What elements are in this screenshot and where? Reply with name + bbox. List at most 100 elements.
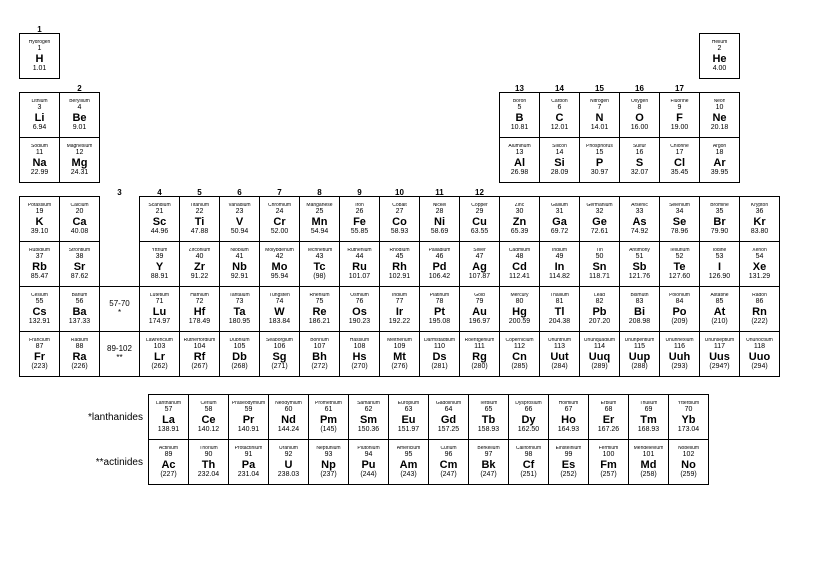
element-mass: 92.91 <box>231 273 249 281</box>
element-symbol: Db <box>232 351 247 363</box>
element-symbol: W <box>274 306 284 318</box>
element-cell: Fermium100Fm(257) <box>588 439 629 485</box>
group-label: 7 <box>259 183 300 197</box>
element-symbol: Nb <box>232 261 247 273</box>
element-cell: Palladium46Pd106.42 <box>419 241 460 287</box>
element-cell: Cobalt27Co58.93 <box>379 196 420 242</box>
element-number: 48 <box>516 253 524 261</box>
element-cell: Roentgenium111Rg(280) <box>459 331 500 377</box>
element-cell: Boron5B10.81 <box>499 92 540 138</box>
element-cell: Rhenium75Re186.21 <box>299 286 340 332</box>
element-mass: (251) <box>520 471 536 479</box>
element-mass: 32.07 <box>631 169 649 177</box>
element-symbol: Pt <box>434 306 445 318</box>
element-number: 111 <box>474 343 485 351</box>
element-number: 108 <box>354 343 366 351</box>
group-label <box>699 20 740 34</box>
element-number: 72 <box>196 298 204 306</box>
element-number: 115 <box>634 343 645 351</box>
element-cell: Nickel28Ni58.69 <box>419 196 460 242</box>
element-cell: Sodium11Na22.99 <box>19 137 60 183</box>
element-number: 60 <box>285 406 293 414</box>
element-cell: Meitnerium109Mt(276) <box>379 331 420 377</box>
element-cell: Americium95Am(243) <box>388 439 429 485</box>
element-symbol: Bi <box>634 306 645 318</box>
element-cell: Osmium76Os190.23 <box>339 286 380 332</box>
element-mass: 180.95 <box>229 318 250 326</box>
element-cell: Dubnium105Db(268) <box>219 331 260 377</box>
element-symbol: Cl <box>674 157 685 169</box>
empty-cell <box>299 33 340 79</box>
lanthanides-label: *lanthanides <box>20 395 149 440</box>
element-symbol: Ne <box>712 112 726 124</box>
element-number: 18 <box>716 149 724 157</box>
element-symbol: Dy <box>521 414 535 426</box>
group-label: 5 <box>179 183 220 197</box>
group-label: 15 <box>579 79 620 93</box>
element-mass: (98) <box>313 273 325 281</box>
element-number: 36 <box>756 208 764 216</box>
element-cell: Thallium81Tl204.38 <box>539 286 580 332</box>
element-symbol: Cf <box>523 459 535 471</box>
group-label <box>579 20 620 34</box>
group-label: 2 <box>59 79 100 93</box>
element-symbol: Sc <box>153 216 166 228</box>
element-symbol: Be <box>72 112 86 124</box>
empty-cell <box>339 137 380 183</box>
element-cell: Tantalum73Ta180.95 <box>219 286 260 332</box>
element-number: 99 <box>565 451 573 459</box>
element-symbol: Rg <box>472 351 487 363</box>
element-mass: 112.41 <box>509 273 530 281</box>
element-symbol: Kr <box>753 216 765 228</box>
element-symbol: Ti <box>195 216 205 228</box>
element-mass: 138.91 <box>158 426 179 434</box>
group-label <box>299 79 340 93</box>
actinide-marker: 89-102 ** <box>99 331 140 377</box>
empty-cell <box>139 92 180 138</box>
element-mass: (270) <box>351 363 367 371</box>
element-number: 15 <box>596 149 604 157</box>
element-cell: Gadolinium64Gd157.25 <box>428 394 469 440</box>
element-mass: (209) <box>671 318 687 326</box>
empty-cell <box>59 33 100 79</box>
empty-cell <box>259 33 300 79</box>
group-label <box>299 20 340 34</box>
element-number: 113 <box>554 343 565 351</box>
element-cell: Tin50Sn118.71 <box>579 241 620 287</box>
element-symbol: Ga <box>552 216 567 228</box>
element-number: 78 <box>436 298 444 306</box>
element-mass: 140.12 <box>198 426 219 434</box>
element-symbol: Tb <box>482 414 495 426</box>
empty-cell <box>419 137 460 183</box>
element-cell: Bismuth83Bi208.98 <box>619 286 660 332</box>
element-number: 13 <box>516 149 524 157</box>
element-mass: (294) <box>751 363 767 371</box>
element-mass: 88.91 <box>151 273 169 281</box>
element-cell: Berkelium97Bk(247) <box>468 439 509 485</box>
element-mass: 190.23 <box>349 318 370 326</box>
element-cell: Xenon54Xe131.29 <box>739 241 780 287</box>
element-mass: 65.39 <box>511 228 529 236</box>
element-cell: Magnesium12Mg24.31 <box>59 137 100 183</box>
group-label <box>699 183 740 197</box>
element-mass: 85.47 <box>31 273 49 281</box>
element-mass: (259) <box>680 471 696 479</box>
empty-cell <box>219 33 260 79</box>
element-symbol: Th <box>202 459 215 471</box>
element-symbol: Tl <box>555 306 565 318</box>
element-number: 101 <box>643 451 655 459</box>
group-label <box>419 79 460 93</box>
element-symbol: Er <box>603 414 615 426</box>
element-mass: 144.24 <box>278 426 299 434</box>
element-number: 88 <box>76 343 84 351</box>
element-cell: Iridium77Ir192.22 <box>379 286 420 332</box>
element-cell: Lead82Pb207.20 <box>579 286 620 332</box>
element-cell: Ununoctium118Uuo(294) <box>739 331 780 377</box>
element-mass: 54.94 <box>311 228 329 236</box>
element-cell: Yttrium39Y88.91 <box>139 241 180 287</box>
element-mass: 58.69 <box>431 228 449 236</box>
element-cell: Neptunium93Np(237) <box>308 439 349 485</box>
element-symbol: Te <box>673 261 685 273</box>
element-symbol: Bk <box>481 459 495 471</box>
group-label <box>179 20 220 34</box>
